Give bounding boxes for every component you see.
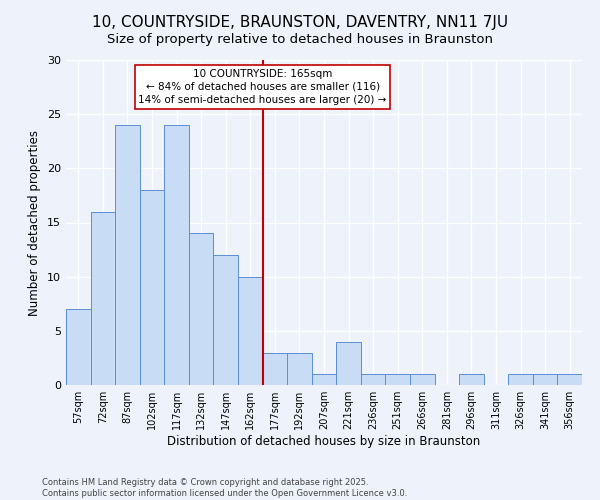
Bar — [263, 352, 287, 385]
Bar — [91, 212, 115, 385]
Bar — [508, 374, 533, 385]
Text: Size of property relative to detached houses in Braunston: Size of property relative to detached ho… — [107, 32, 493, 46]
Bar — [115, 125, 140, 385]
Bar — [189, 234, 214, 385]
Bar — [287, 352, 312, 385]
Bar — [164, 125, 189, 385]
Bar — [66, 309, 91, 385]
Text: 10, COUNTRYSIDE, BRAUNSTON, DAVENTRY, NN11 7JU: 10, COUNTRYSIDE, BRAUNSTON, DAVENTRY, NN… — [92, 15, 508, 30]
Bar — [312, 374, 336, 385]
Bar — [214, 255, 238, 385]
Bar — [361, 374, 385, 385]
Bar — [459, 374, 484, 385]
Bar — [533, 374, 557, 385]
X-axis label: Distribution of detached houses by size in Braunston: Distribution of detached houses by size … — [167, 435, 481, 448]
Bar — [140, 190, 164, 385]
Bar — [336, 342, 361, 385]
Bar — [238, 276, 263, 385]
Text: 10 COUNTRYSIDE: 165sqm
← 84% of detached houses are smaller (116)
14% of semi-de: 10 COUNTRYSIDE: 165sqm ← 84% of detached… — [139, 68, 387, 105]
Bar — [385, 374, 410, 385]
Y-axis label: Number of detached properties: Number of detached properties — [28, 130, 41, 316]
Bar — [557, 374, 582, 385]
Text: Contains HM Land Registry data © Crown copyright and database right 2025.
Contai: Contains HM Land Registry data © Crown c… — [42, 478, 407, 498]
Bar — [410, 374, 434, 385]
